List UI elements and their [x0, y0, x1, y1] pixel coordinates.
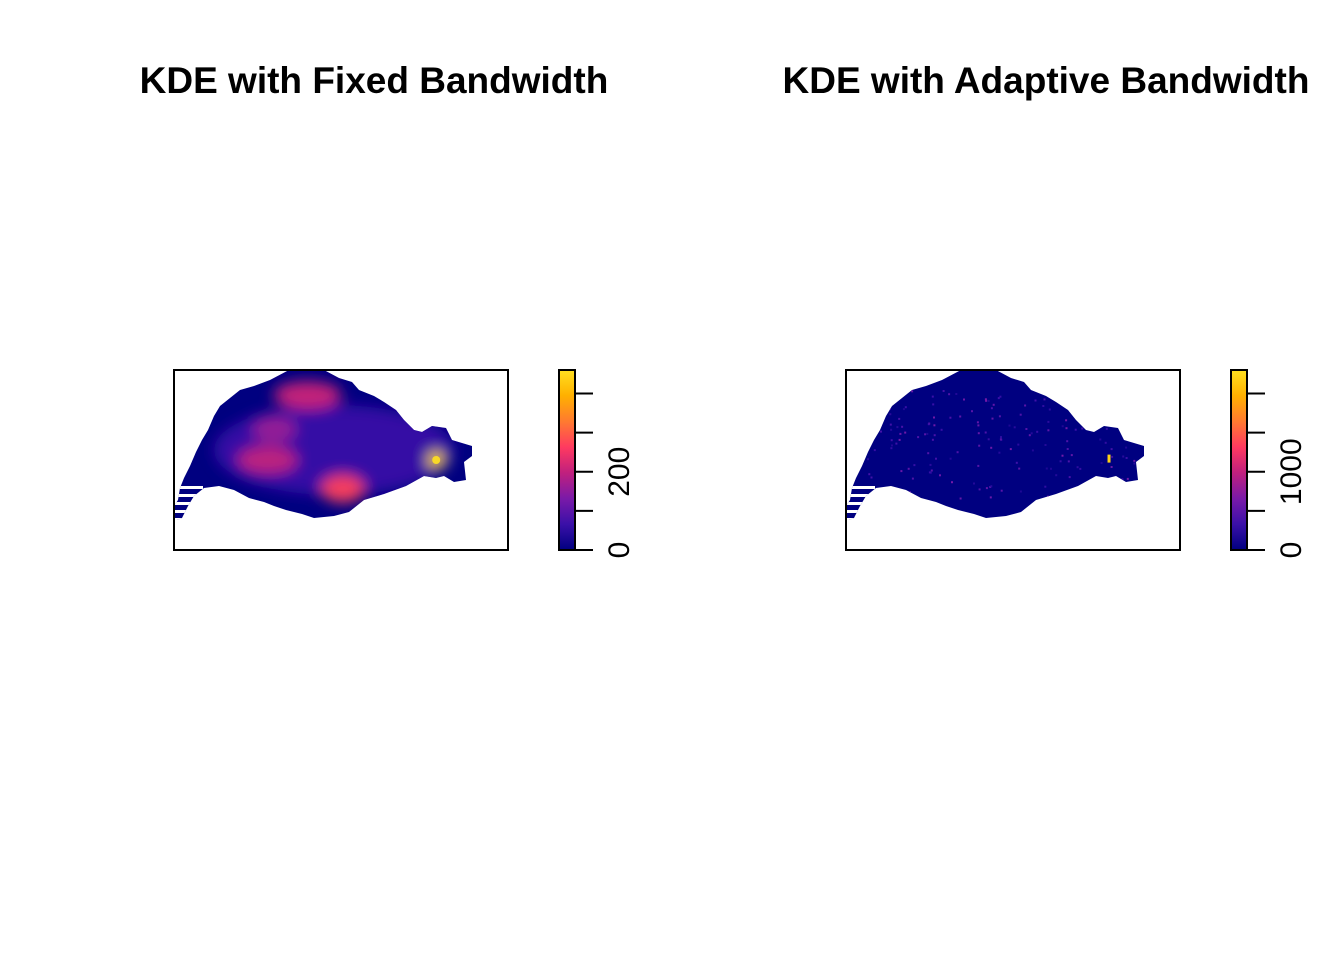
- hotspot-core-east: [432, 456, 441, 464]
- density-map-adaptive: [846, 370, 1144, 520]
- colorbar-fixed: 0 200: [558, 369, 636, 559]
- hotspot-central: [252, 415, 297, 444]
- colorbar-tick-label: 1000: [1275, 438, 1308, 505]
- plot-frame-adaptive: [845, 369, 1181, 551]
- colorbar-gradient: [1230, 369, 1248, 551]
- colorbar-adaptive: 0 1000: [1230, 369, 1308, 559]
- colorbar-gradient: [558, 369, 576, 551]
- density-map-fixed: [174, 370, 472, 520]
- colorbar-tick-label: 0: [603, 542, 636, 559]
- colorbar-tick-label: 0: [1275, 542, 1308, 559]
- colorbar-tick-label: 200: [603, 447, 636, 497]
- hotspot-north: [273, 381, 342, 410]
- panel-fixed: KDE with Fixed Bandwidth 0 200: [140, 60, 636, 558]
- panel-title-fixed: KDE with Fixed Bandwidth: [140, 60, 609, 101]
- hotspot-west: [237, 446, 298, 474]
- panel-adaptive: KDE with Adaptive Bandwidth 0 1000: [783, 60, 1310, 558]
- panel-title-adaptive: KDE with Adaptive Bandwidth: [783, 60, 1310, 101]
- hotspot-south-central: [320, 474, 365, 503]
- hotspot-east: [1107, 454, 1111, 463]
- plot-frame-fixed: [173, 369, 509, 551]
